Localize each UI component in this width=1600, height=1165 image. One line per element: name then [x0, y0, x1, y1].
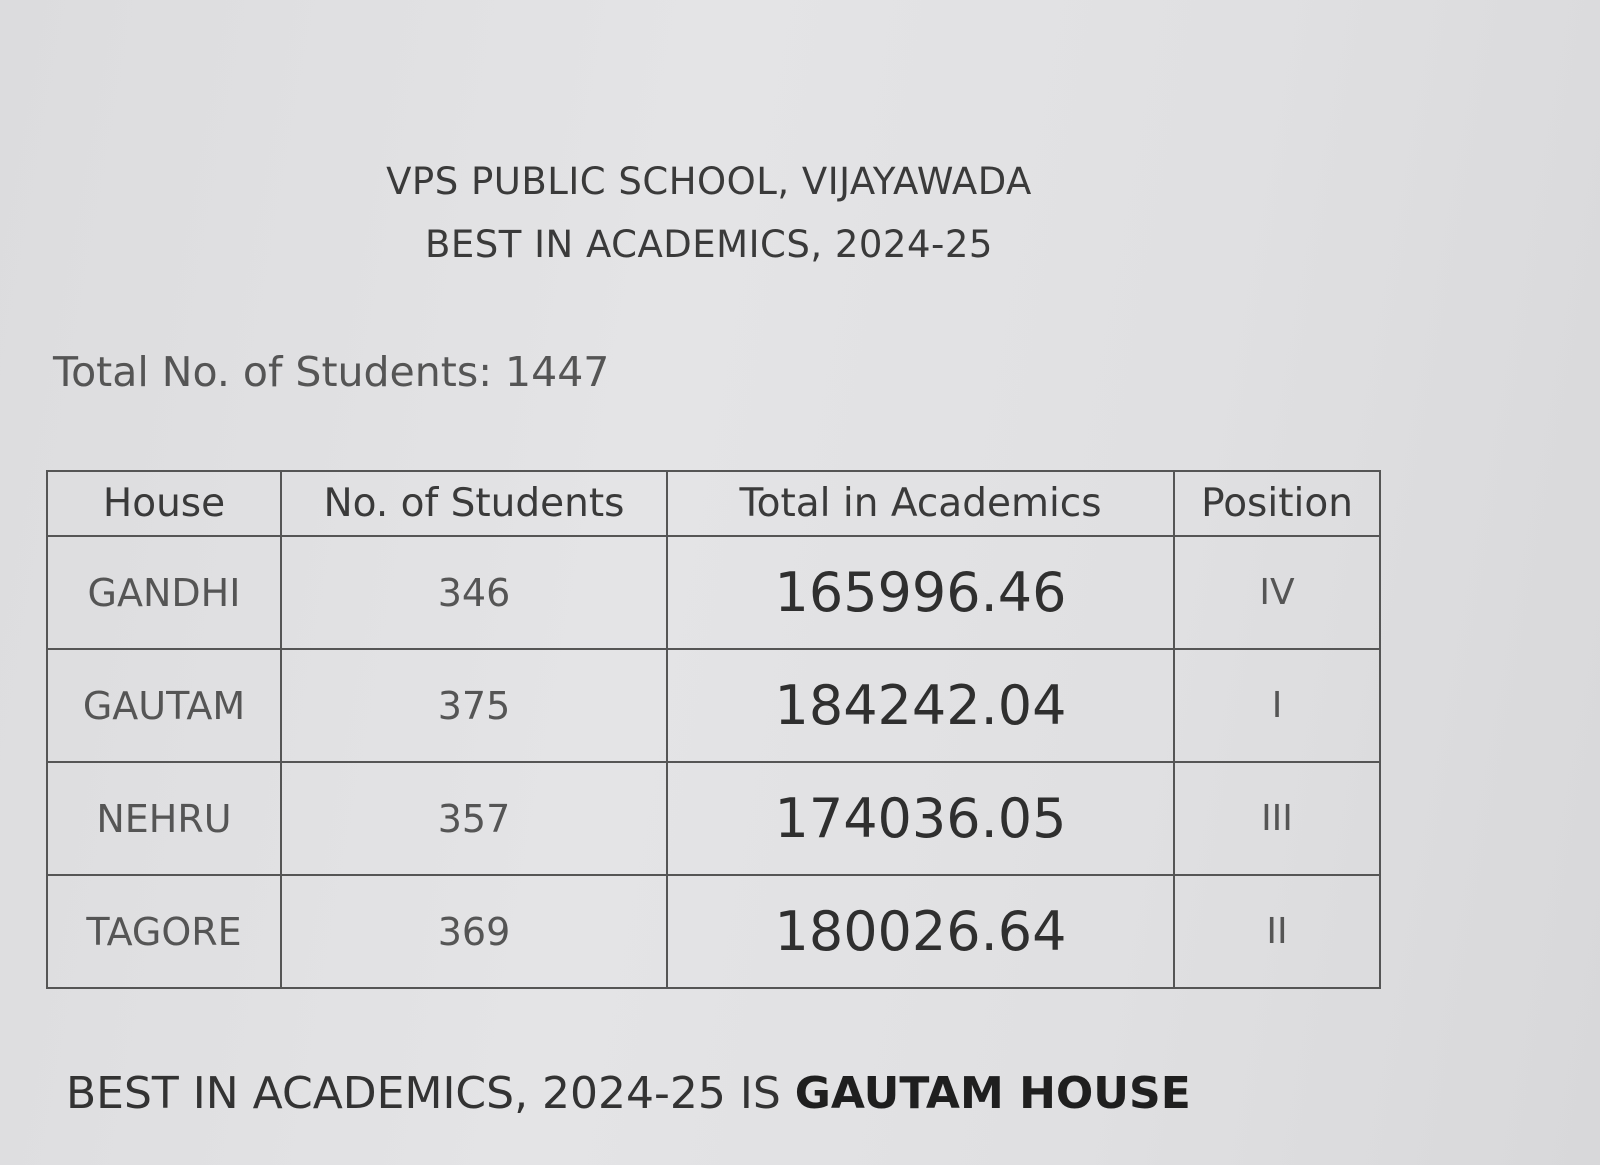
position-cell: II [1173, 874, 1381, 989]
students-cell: 357 [280, 761, 668, 876]
total-cell: 165996.46 [666, 535, 1175, 650]
students-cell: 375 [280, 648, 668, 763]
total-cell: 174036.05 [666, 761, 1175, 876]
column-header: Position [1173, 470, 1381, 537]
total-cell: 180026.64 [666, 874, 1175, 989]
result-text: BEST IN ACADEMICS, 2024-25 IS [66, 1068, 795, 1119]
result-statement: BEST IN ACADEMICS, 2024-25 IS GAUTAM HOU… [66, 1068, 1191, 1119]
results-table: House No. of Students Total in Academics… [46, 470, 1381, 989]
total-students: Total No. of Students: 1447 [53, 348, 610, 396]
position-cell: III [1173, 761, 1381, 876]
house-cell: NEHRU [46, 761, 282, 876]
column-header: No. of Students [280, 470, 668, 537]
school-name: VPS PUBLIC SCHOOL, VIJAYAWADA [386, 160, 1032, 203]
house-cell: GAUTAM [46, 648, 282, 763]
table-header: House No. of Students Total in Academics… [46, 470, 1381, 537]
students-cell: 369 [280, 874, 668, 989]
table-row: GANDHI 346 165996.46 IV [46, 535, 1381, 650]
table-row: TAGORE 369 180026.64 II [46, 874, 1381, 989]
total-cell: 184242.04 [666, 648, 1175, 763]
document-subtitle: BEST IN ACADEMICS, 2024-25 [425, 223, 993, 266]
house-cell: TAGORE [46, 874, 282, 989]
students-cell: 346 [280, 535, 668, 650]
position-cell: IV [1173, 535, 1381, 650]
house-cell: GANDHI [46, 535, 282, 650]
column-header: House [46, 470, 282, 537]
winner-house: GAUTAM HOUSE [794, 1068, 1191, 1119]
position-cell: I [1173, 648, 1381, 763]
column-header: Total in Academics [666, 470, 1175, 537]
table-row: GAUTAM 375 184242.04 I [46, 648, 1381, 763]
table-row: NEHRU 357 174036.05 III [46, 761, 1381, 876]
